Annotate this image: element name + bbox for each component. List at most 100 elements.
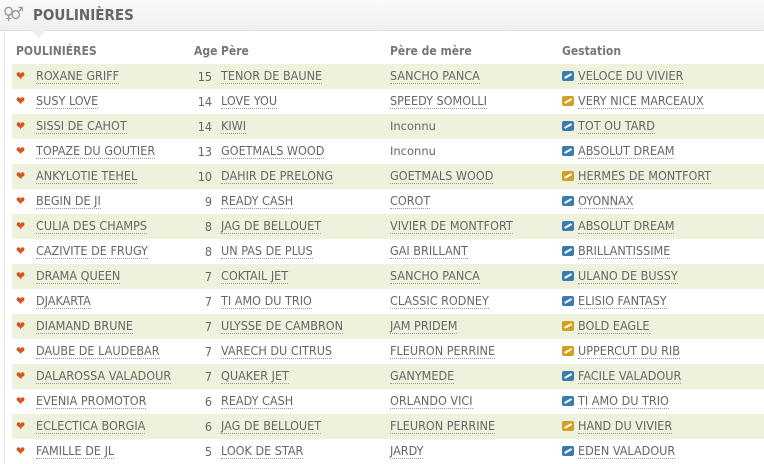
sire-link[interactable]: QUAKER JET <box>221 368 289 384</box>
dam-sire-link[interactable]: FLEURON PERRINE <box>390 343 496 359</box>
mare-name-link[interactable]: ECLECTICA BORGIA <box>36 418 146 434</box>
mare-name-link[interactable]: FAMILLE DE JL <box>36 443 115 459</box>
sire-link[interactable]: TENOR DE BAUNE <box>221 68 323 84</box>
sire-link[interactable]: ULYSSE DE CAMBRON <box>221 318 344 334</box>
heart-icon: ❤ <box>16 419 26 433</box>
heart-icon: ❤ <box>16 394 26 408</box>
heart-icon: ❤ <box>16 144 26 158</box>
mare-name-link[interactable]: ANKYLOTIE TEHEL <box>36 168 138 184</box>
mare-name-link[interactable]: DRAMA QUEEN <box>36 268 121 284</box>
gestation-link[interactable]: BRILLANTISSIME <box>578 243 671 259</box>
table-row: ❤ DIAMAND BRUNE 7 ULYSSE DE CAMBRON JAM PRID… <box>12 314 764 339</box>
mare-name-link[interactable]: BEGIN DE JI <box>36 193 101 209</box>
dam-sire-link[interactable]: GAI BRILLANT <box>390 243 468 259</box>
dam-sire-link[interactable]: GOETMALS WOOD <box>390 168 494 184</box>
heart-icon: ❤ <box>16 69 26 83</box>
sire-link[interactable]: READY CASH <box>221 193 294 209</box>
dam-sire-link[interactable]: GANYMEDE <box>390 368 455 384</box>
gestation-icon <box>562 221 574 231</box>
gestation-link[interactable]: ELISIO FANTASY <box>578 293 667 309</box>
dam-sire-text: Inconnu <box>390 119 436 133</box>
mares-panel <box>4 31 764 464</box>
dam-sire-link[interactable]: SANCHO PANCA <box>390 68 480 84</box>
table-row: ❤ DJAKARTA 7 TI AMO DU TRIO CLASSIC RODNEY EL… <box>12 289 764 314</box>
gestation-link[interactable]: EDEN VALADOUR <box>578 443 676 459</box>
mare-name-link[interactable]: SISSI DE CAHOT <box>36 118 127 134</box>
dam-sire-text: Inconnu <box>390 144 436 158</box>
sire-link[interactable]: VARECH DU CITRUS <box>221 343 333 359</box>
age: 7 <box>204 294 212 309</box>
table-row: ❤ ANKYLOTIE TEHEL 10 DAHIR DE PRELONG GOETMA… <box>12 164 764 189</box>
dam-sire-link[interactable]: SPEEDY SOMOLLI <box>390 93 487 109</box>
header-notch <box>31 30 47 38</box>
sire-link[interactable]: JAG DE BELLOUET <box>221 218 322 234</box>
age: 7 <box>204 269 212 284</box>
sire-link[interactable]: KIWI <box>221 118 247 134</box>
gestation-link[interactable]: ABSOLUT DREAM <box>578 218 675 234</box>
age: 6 <box>204 419 212 434</box>
gestation-icon <box>562 146 574 156</box>
table-row: ❤ BEGIN DE JI 9 READY CASH COROT OYONNAX <box>12 189 764 214</box>
mare-name-link[interactable]: CAZIVITE DE FRUGY <box>36 243 148 259</box>
sire-link[interactable]: TI AMO DU TRIO <box>221 293 312 309</box>
sire-link[interactable]: DAHIR DE PRELONG <box>221 168 334 184</box>
sire-link[interactable]: GOETMALS WOOD <box>221 143 325 159</box>
heart-icon: ❤ <box>16 319 26 333</box>
mare-name-link[interactable]: ROXANE GRIFF <box>36 68 120 84</box>
heart-icon: ❤ <box>16 194 26 208</box>
heart-icon: ❤ <box>16 369 26 383</box>
gestation-link[interactable]: TI AMO DU TRIO <box>578 393 669 409</box>
dam-sire-link[interactable]: SANCHO PANCA <box>390 268 480 284</box>
gestation-link[interactable]: ULANO DE BUSSY <box>578 268 678 284</box>
female-male-icon: ♀♂ <box>3 4 24 24</box>
mare-name-link[interactable]: SUSY LOVE <box>36 93 99 109</box>
gestation-link[interactable]: VELOCE DU VIVIER <box>578 68 684 84</box>
mare-name-link[interactable]: DALAROSSA VALADOUR <box>36 368 172 384</box>
table-row: ❤ SISSI DE CAHOT 14 KIWI Inconnu TOT OU TARD <box>12 114 764 139</box>
sire-link[interactable]: LOOK DE STAR <box>221 443 304 459</box>
dam-sire-link[interactable]: ORLANDO VICI <box>390 393 473 409</box>
mare-name-link[interactable]: DIAMAND BRUNE <box>36 318 133 334</box>
gestation-link[interactable]: UPPERCUT DU RIB <box>578 343 680 359</box>
col-header-pere: Père <box>221 44 249 58</box>
dam-sire-link[interactable]: FLEURON PERRINE <box>390 418 496 434</box>
dam-sire-link[interactable]: CLASSIC RODNEY <box>390 293 489 309</box>
table-row: ❤ EVENIA PROMOTOR 6 READY CASH ORLANDO VICI T… <box>12 389 764 414</box>
gestation-link[interactable]: HAND DU VIVIER <box>578 418 673 434</box>
gestation-icon <box>562 121 574 131</box>
sire-link[interactable]: READY CASH <box>221 393 294 409</box>
heart-icon: ❤ <box>16 294 26 308</box>
gestation-link[interactable]: FACILE VALADOUR <box>578 368 682 384</box>
sire-link[interactable]: JAG DE BELLOUET <box>221 418 322 434</box>
mare-name-link[interactable]: DJAKARTA <box>36 293 91 309</box>
dam-sire-link[interactable]: JARDY <box>390 443 424 459</box>
mare-name-link[interactable]: CULIA DES CHAMPS <box>36 218 148 234</box>
gestation-icon <box>562 271 574 281</box>
sire-link[interactable]: COKTAIL JET <box>221 268 289 284</box>
sire-link[interactable]: LOVE YOU <box>221 93 278 109</box>
mare-name-link[interactable]: TOPAZE DU GOUTIER <box>36 143 156 159</box>
dam-sire-link[interactable]: VIVIER DE MONTFORT <box>390 218 513 234</box>
sire-link[interactable]: UN PAS DE PLUS <box>221 243 313 259</box>
age: 14 <box>197 119 212 134</box>
gestation-link[interactable]: OYONNAX <box>578 193 634 209</box>
col-header-age: Age <box>194 44 218 58</box>
table-row: ❤ DALAROSSA VALADOUR 7 QUAKER JET GANYMEDE FA… <box>12 364 764 389</box>
gestation-link[interactable]: BOLD EAGLE <box>578 318 650 334</box>
mare-name-link[interactable]: EVENIA PROMOTOR <box>36 393 147 409</box>
gestation-icon <box>562 371 574 381</box>
gestation-link[interactable]: TOT OU TARD <box>578 118 655 134</box>
dam-sire-link[interactable]: COROT <box>390 193 431 209</box>
gestation-icon <box>562 321 574 331</box>
gestation-link[interactable]: ABSOLUT DREAM <box>578 143 675 159</box>
heart-icon: ❤ <box>16 169 26 183</box>
mare-name-link[interactable]: DAUBE DE LAUDEBAR <box>36 343 160 359</box>
age: 15 <box>197 69 212 84</box>
heart-icon: ❤ <box>16 119 26 133</box>
gestation-icon <box>562 421 574 431</box>
gestation-icon <box>562 96 574 106</box>
dam-sire-link[interactable]: JAM PRIDEM <box>390 318 458 334</box>
gestation-link[interactable]: VERY NICE MARCEAUX <box>578 93 704 109</box>
heart-icon: ❤ <box>16 244 26 258</box>
gestation-link[interactable]: HERMES DE MONTFORT <box>578 168 712 184</box>
